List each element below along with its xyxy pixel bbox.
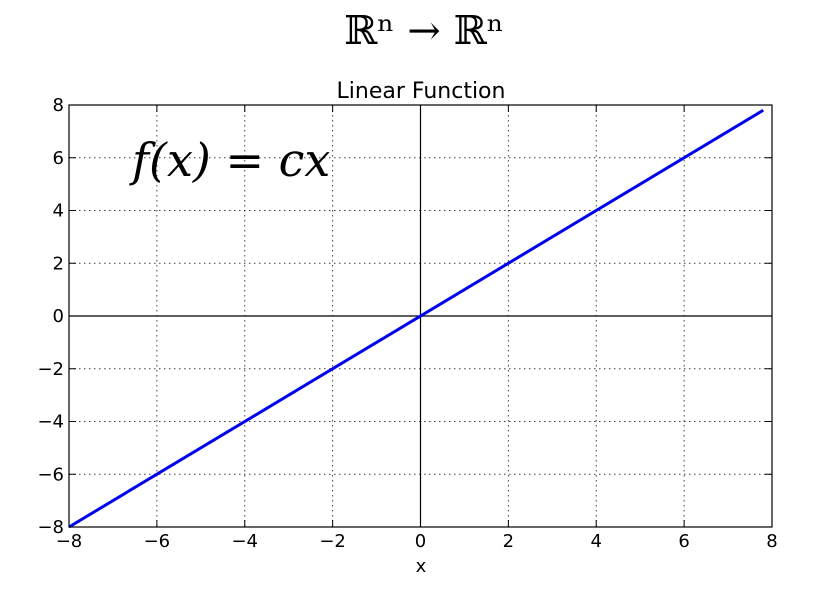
series-layer xyxy=(68,108,764,529)
y-tick-label: 0 xyxy=(53,306,64,327)
chart-title: Linear Function xyxy=(337,79,506,104)
y-tick-label: 8 xyxy=(53,95,64,116)
y-tick-label: −4 xyxy=(37,412,64,433)
figure-suptitle: ℝⁿ → ℝⁿ xyxy=(344,8,504,54)
function-annotation: f(x) = cx xyxy=(129,133,330,187)
x-tick-label: 2 xyxy=(503,531,514,552)
x-tick-label: 8 xyxy=(766,531,777,552)
series-line xyxy=(68,108,764,529)
plot-area xyxy=(68,104,773,529)
y-tick-label: 4 xyxy=(53,201,64,222)
x-tick-label: −4 xyxy=(231,531,258,552)
y-tick-label: 6 xyxy=(53,148,64,169)
x-tick-label: 6 xyxy=(678,531,689,552)
x-tick-labels: −8 −6 −4 −2 0 2 4 6 8 xyxy=(56,531,778,552)
y-tick-label: 2 xyxy=(53,253,64,274)
x-axis-label: x xyxy=(416,556,427,577)
y-tick-label: −8 xyxy=(37,517,64,538)
y-tick-label: −2 xyxy=(37,359,64,380)
tick-layer xyxy=(68,104,773,528)
y-tick-label: −6 xyxy=(37,464,64,485)
x-tick-label: −8 xyxy=(56,531,83,552)
y-tick-labels: −8 −6 −4 −2 0 2 4 6 8 xyxy=(37,95,64,538)
x-tick-label: 4 xyxy=(591,531,602,552)
x-tick-label: 0 xyxy=(415,531,426,552)
x-tick-label: −6 xyxy=(144,531,171,552)
x-tick-label: −2 xyxy=(319,531,346,552)
